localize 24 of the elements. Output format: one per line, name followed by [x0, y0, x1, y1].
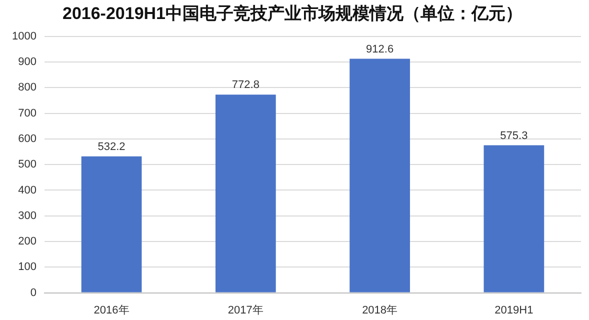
- bar: [350, 58, 410, 292]
- y-tick-label: 100: [18, 261, 36, 274]
- y-tick-label: 600: [18, 132, 36, 145]
- chart-title: 2016-2019H1中国电子竞技产业市场规模情况（单位：亿元）: [62, 4, 523, 23]
- x-tick-label: 2016年: [94, 304, 130, 316]
- y-tick-label: 700: [18, 107, 36, 120]
- y-tick-label: 900: [18, 56, 36, 68]
- data-label: 532.2: [98, 140, 126, 153]
- bar: [215, 94, 276, 292]
- x-tick-label: 2017年: [228, 304, 264, 316]
- y-tick-label: 400: [18, 184, 36, 196]
- data-label: 575.3: [500, 130, 528, 142]
- bar: [484, 145, 544, 292]
- data-label: 912.6: [366, 43, 394, 56]
- x-tick-label: 2018年: [362, 304, 398, 316]
- y-tick-label: 800: [18, 82, 36, 94]
- y-tick-label: 200: [18, 236, 36, 248]
- bar: [81, 156, 142, 292]
- y-tick-label: 300: [18, 210, 36, 222]
- y-tick-label: 0: [30, 286, 36, 299]
- y-tick-label: 1000: [12, 30, 36, 42]
- data-label: 772.8: [232, 79, 260, 92]
- x-tick-label: 2019H1: [494, 304, 534, 316]
- y-tick-label: 500: [18, 158, 36, 171]
